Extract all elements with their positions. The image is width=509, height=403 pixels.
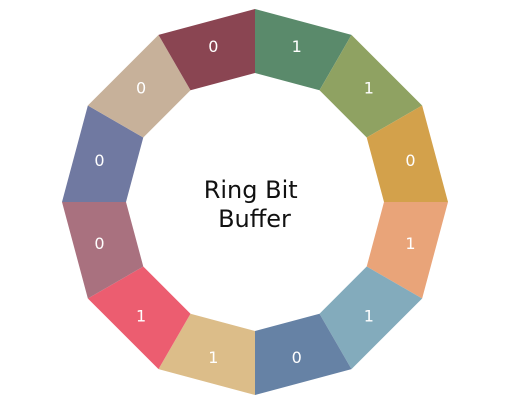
ring-segment-labels: 1 1 0 1 1 0 1 1 0 0 0 0: [94, 37, 415, 367]
ring-segment-bit-9: 0: [94, 234, 104, 253]
ring-segment-4: [366, 202, 448, 299]
ring-segment-bit-7: 1: [208, 348, 218, 367]
ring-segment-bit-5: 1: [364, 306, 374, 325]
diagram-title-line-2: Buffer: [218, 205, 291, 233]
ring-segment-bit-8: 1: [136, 306, 146, 325]
ring-segment-6: [255, 313, 352, 395]
ring-segment-2: [319, 34, 423, 138]
ring-segment-9: [62, 202, 144, 299]
ring-segment-bit-2: 1: [364, 79, 374, 98]
ring-segment-10: [62, 105, 144, 202]
ring-segment-5: [319, 266, 423, 370]
ring-segment-bit-1: 1: [292, 37, 302, 56]
ring-segment-8: [87, 266, 191, 370]
ring-segments: [62, 9, 448, 395]
ring-segment-12: [158, 9, 255, 91]
ring-segment-3: [366, 105, 448, 202]
ring-segment-7: [158, 313, 255, 395]
diagram-title-line-1: Ring Bit: [204, 176, 298, 204]
ring-segment-bit-12: 0: [208, 37, 218, 56]
ring-segment-bit-6: 0: [292, 348, 302, 367]
ring-segment-1: [255, 9, 352, 91]
ring-segment-bit-10: 0: [94, 151, 104, 170]
diagram-title: Ring Bit Buffer: [204, 176, 306, 233]
ring-segment-11: [87, 34, 191, 138]
ring-segment-bit-4: 1: [405, 234, 415, 253]
ring-segment-bit-11: 0: [136, 79, 146, 98]
ring-segment-bit-3: 0: [405, 151, 415, 170]
